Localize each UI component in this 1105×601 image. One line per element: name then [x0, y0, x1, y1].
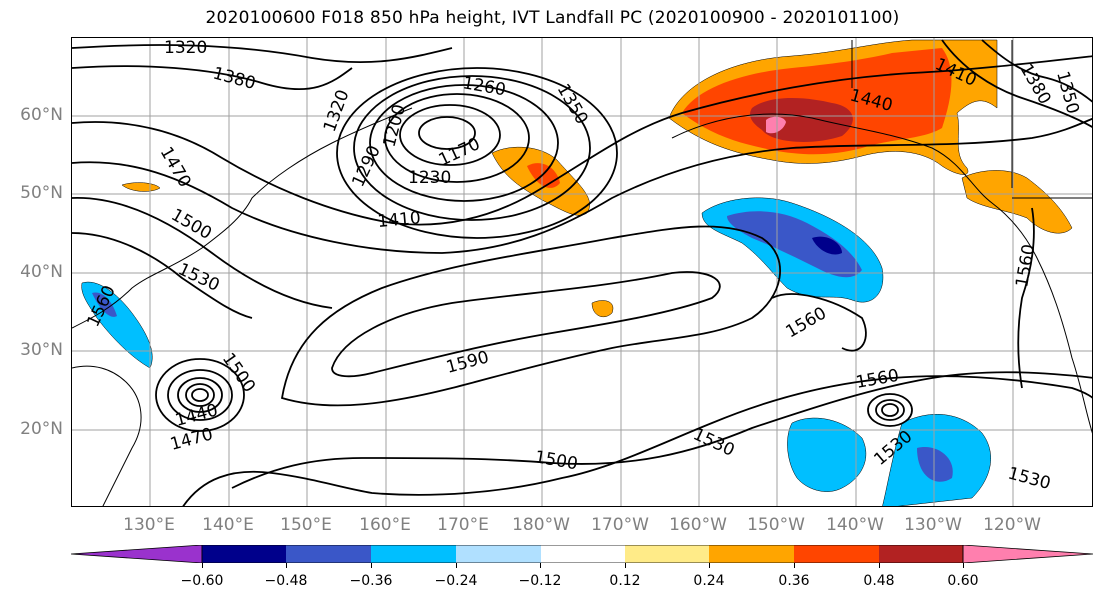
contour-label: 1500 — [218, 349, 259, 396]
colorbar-bin — [625, 545, 709, 563]
colorbar-tick: 0.36 — [778, 573, 810, 589]
contour-label: 1200 — [380, 102, 411, 149]
lon-label-170w: 170°W — [591, 515, 649, 535]
ivt-positive-pnw — [961, 170, 1073, 234]
colorbar-bin — [371, 545, 456, 563]
map-title: 2020100600 F018 850 hPa height, IVT Land… — [205, 8, 900, 28]
lon-label-130e: 130°E — [123, 515, 175, 535]
colorbar — [71, 545, 1093, 563]
lon-label-140w: 140°W — [826, 515, 884, 535]
lat-label-20: 20°N — [20, 419, 63, 439]
colorbar-tick: −0.60 — [180, 573, 224, 589]
colorbar-tick: −0.12 — [518, 573, 562, 589]
colorbar-extend-high — [962, 545, 1093, 563]
colorbar-tick: 0.12 — [609, 573, 641, 589]
contour-label: 1590 — [444, 347, 491, 378]
contour-label: 1560 — [1012, 243, 1039, 289]
contour-label: 1230 — [408, 168, 451, 188]
map-canvas: 1320 1380 1470 1500 1530 1560 1320 1260 … — [72, 38, 1092, 506]
ivt-positive-alaska-pink — [766, 116, 786, 134]
lon-label-150e: 150°E — [280, 515, 332, 535]
colorbar-bin — [794, 545, 879, 563]
height-contours — [72, 39, 1092, 506]
colorbar-tick: −0.48 — [264, 573, 308, 589]
ivt-negative-ne-pacific-blue — [727, 211, 862, 278]
contour-label: 1440 — [173, 400, 220, 431]
lon-label-160e: 160°E — [359, 515, 411, 535]
lon-label-180w: 180°W — [512, 515, 570, 535]
lon-label-170e: 170°E — [437, 515, 489, 535]
lat-label-30: 30°N — [20, 340, 63, 360]
contour-label: 1320 — [164, 38, 207, 58]
ivt-negative-japan-blue — [92, 292, 117, 317]
ivt-negative-ne-pacific-navy — [812, 236, 842, 255]
colorbar-tick: 0.24 — [693, 573, 725, 589]
colorbar-tick: 0.60 — [947, 573, 979, 589]
contour-label: 1530 — [175, 259, 223, 295]
contour-label: 1470 — [156, 144, 195, 191]
colorbar-bin — [879, 545, 963, 563]
ivt-negative-subtrop-blue — [917, 447, 953, 482]
contour-label: 1380 — [211, 64, 258, 95]
contour-label: 1380 — [1016, 61, 1055, 108]
map-panel: 1320 1380 1470 1500 1530 1560 1320 1260 … — [71, 37, 1093, 507]
colorbar-bin — [456, 545, 541, 563]
lat-label-50: 50°N — [20, 183, 63, 203]
lon-label-140e: 140°E — [202, 515, 254, 535]
ivt-positive-shading — [121, 39, 1073, 318]
colorbar-bin — [202, 545, 286, 563]
ivt-positive-nw-patch — [121, 182, 161, 192]
colorbar-bin — [709, 545, 794, 563]
lon-label-150w: 150°W — [747, 515, 805, 535]
contour-label: 1350 — [553, 81, 592, 128]
contour-label: 1350 — [1052, 69, 1083, 116]
ivt-negative-shading — [81, 197, 991, 506]
lon-label-120w: 120°W — [983, 515, 1041, 535]
lat-label-60: 60°N — [20, 105, 63, 125]
colorbar-extend-low — [71, 545, 203, 563]
lat-label-40: 40°N — [20, 262, 63, 282]
graticule — [72, 38, 1092, 506]
lon-label-130w: 130°W — [904, 515, 962, 535]
colorbar-tick: 0.48 — [863, 573, 895, 589]
colorbar-tick: −0.24 — [434, 573, 478, 589]
contour-label: 1560 — [854, 366, 900, 393]
lon-label-160w: 160°W — [669, 515, 727, 535]
contour-label: 1320 — [320, 87, 354, 134]
contour-label: 1560 — [783, 303, 830, 342]
ivt-negative-subtrop — [787, 417, 867, 492]
ivt-positive-midpac — [591, 300, 614, 318]
contour-label: 1470 — [168, 424, 215, 455]
colorbar-bin — [286, 545, 371, 563]
contour-label: 1410 — [377, 208, 422, 232]
contour-label: 1500 — [533, 447, 579, 474]
colorbar-tick: −0.36 — [349, 573, 393, 589]
colorbar-bin — [541, 545, 625, 563]
